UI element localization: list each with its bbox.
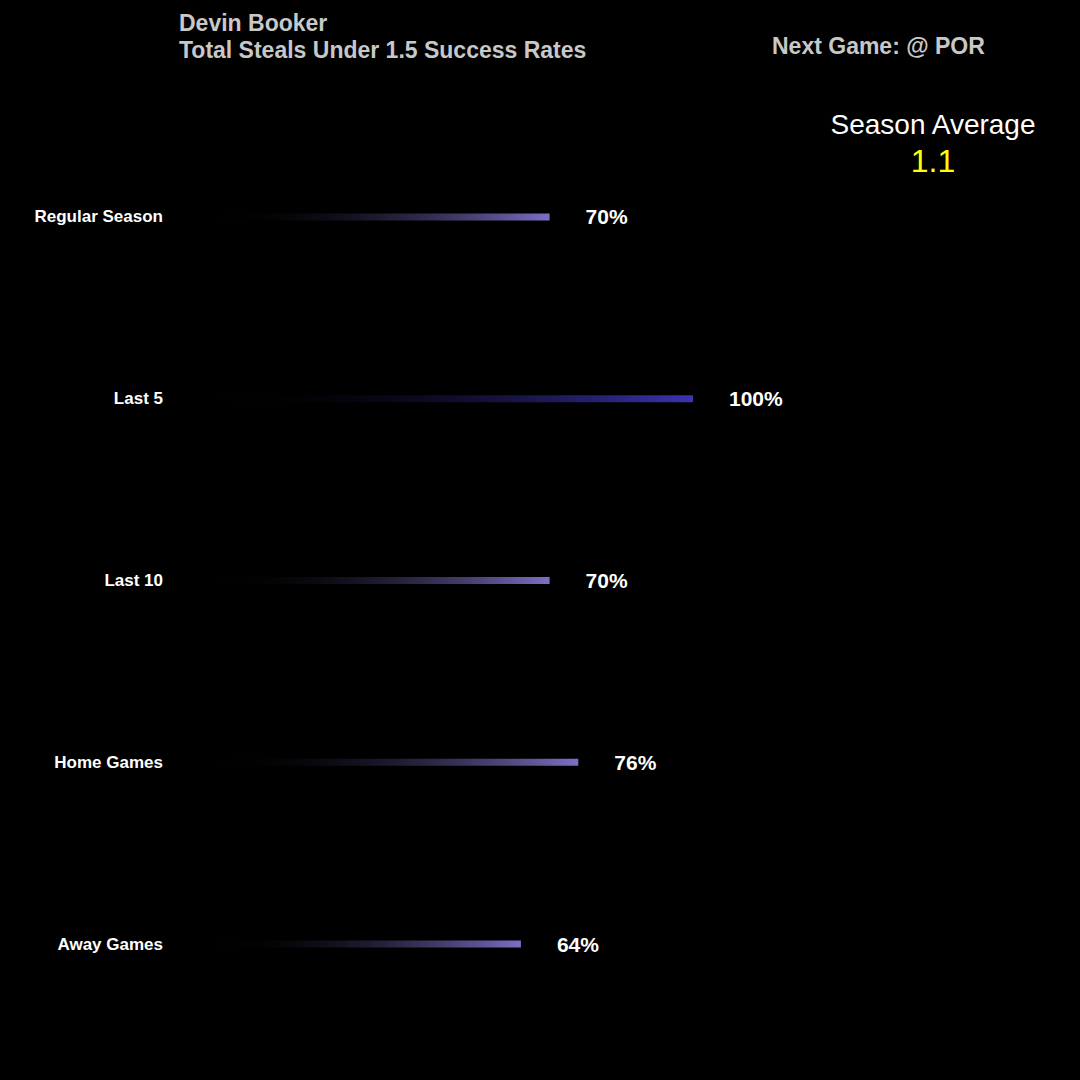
svg-text:Home Games: Home Games: [54, 753, 163, 772]
svg-text:70%: 70%: [586, 569, 628, 592]
svg-text:Last 10: Last 10: [104, 571, 163, 590]
svg-text:Season Average: Season Average: [831, 109, 1036, 140]
svg-text:70%: 70%: [586, 205, 628, 228]
svg-text:Regular Season: Regular Season: [35, 207, 164, 226]
svg-text:Away Games: Away Games: [57, 935, 163, 954]
svg-text:100%: 100%: [729, 387, 783, 410]
svg-text:76%: 76%: [614, 751, 656, 774]
svg-text:Total Steals Under 1.5 Success: Total Steals Under 1.5 Success Rates: [179, 37, 586, 63]
svg-text:Last 5: Last 5: [114, 389, 163, 408]
svg-text:1.1: 1.1: [911, 143, 955, 179]
svg-text:64%: 64%: [557, 933, 599, 956]
svg-text:Next Game: @ POR: Next Game: @ POR: [772, 33, 985, 59]
svg-text:Devin Booker: Devin Booker: [179, 10, 327, 36]
